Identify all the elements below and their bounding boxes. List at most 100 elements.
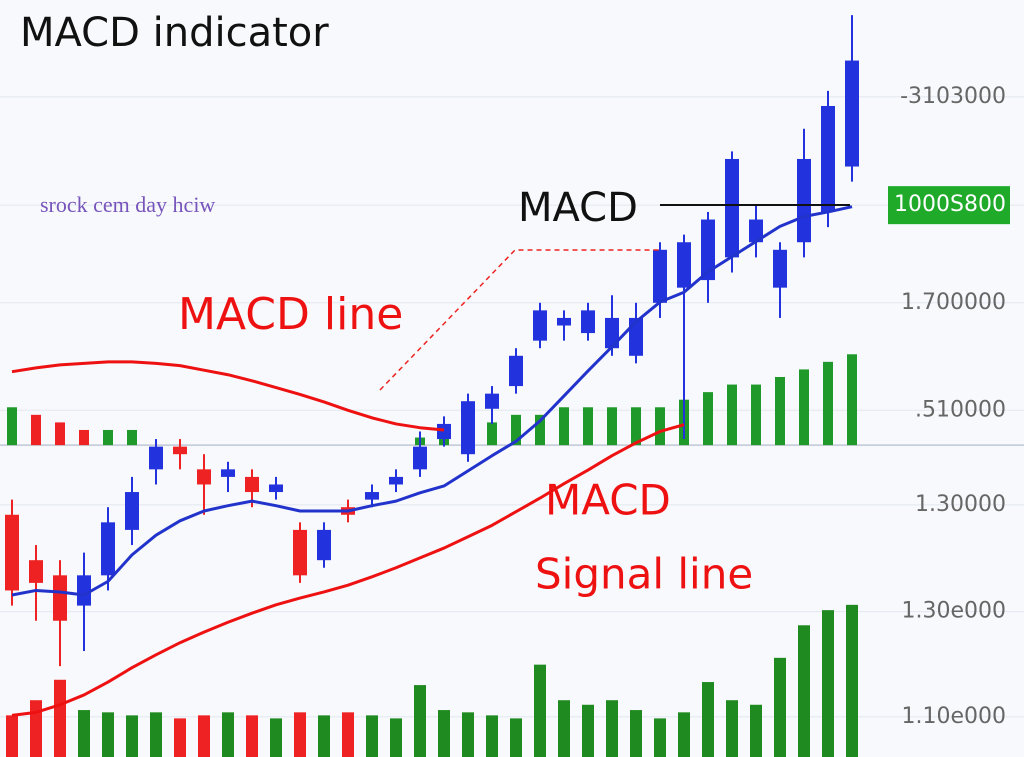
y-tick-label: -3103000 [900,84,1006,109]
volume-bar [294,712,306,757]
candle-body [29,560,43,583]
candle-body [221,469,235,477]
volume-bar [750,704,762,757]
subtitle: srock cem day hciw [40,192,215,217]
histogram-bar [79,429,89,446]
tick-highlight [888,186,1010,225]
volume-bar [846,604,858,757]
volume-bar [78,710,90,757]
histogram-bar [847,354,857,446]
histogram-bar [559,407,569,446]
callout-line [379,249,660,391]
histogram-bar [103,429,113,446]
candle-body [557,317,571,326]
y-tick-label: 1.30000 [915,492,1006,517]
line [11,423,685,717]
line [11,360,445,432]
volume-bar [102,712,114,757]
marks [0,15,1024,757]
volume-bar [246,715,258,757]
volume-bar [390,718,402,757]
histogram-bar [631,407,641,446]
volume-bar [366,715,378,757]
volume-bar [486,715,498,757]
histogram-bar [727,384,737,446]
candle-body [5,514,19,591]
histogram-bar [607,407,617,446]
histogram-bar [535,414,545,446]
candle-body [437,423,451,440]
volume-bar [726,700,738,757]
volume-bar [30,700,42,757]
volume-bar [702,682,714,757]
candle-body [413,446,427,470]
histogram-bar [583,407,593,446]
candle-body [581,310,595,334]
volume-bar [534,664,546,757]
candle-body [533,310,547,341]
volume-bar [606,700,618,757]
volume-bar [654,718,666,757]
histogram-bar [55,422,65,446]
candle-body [725,158,739,258]
candle-body [365,492,379,500]
volume-bar [630,710,642,757]
y-tick-label: 1.30e000 [901,599,1006,624]
volume-bar [6,715,18,757]
volume-bar [414,685,426,757]
volume-bar [198,715,210,757]
histogram-bar [823,361,833,446]
histogram-bar [31,414,41,446]
histogram-bar [703,392,713,446]
candle-body [125,492,139,530]
annotation: Signal line [535,550,753,599]
y-tick-label: .510000 [915,397,1006,422]
volume-bar [678,712,690,757]
volume-bar [582,704,594,757]
annotation: MACD line [178,289,403,340]
candle-body [149,446,163,470]
y-tick-label: 1.10e000 [901,704,1006,729]
volume-bar [774,657,786,757]
candle-body [701,219,715,281]
volume-bar [126,715,138,757]
volume-bar [270,718,282,757]
candle-body [317,529,331,561]
candle-body [821,105,835,212]
histogram-bar [127,429,137,446]
candle-body [605,317,619,349]
candle-body [653,249,667,303]
volume-bar [342,712,354,757]
candle-body [77,575,91,606]
chart-title: MACD indicator [20,10,329,56]
candle-body [197,469,211,485]
histogram-bar [799,369,809,446]
y-tick-label: 1000S800 [894,192,1006,217]
volume-bar [798,625,810,757]
volume-bar [174,718,186,757]
y-axis: -3103000 1000S800 1.700000 .510000 1.30000 1.… [888,84,1010,729]
candle-body [509,355,523,387]
annotation: MACD [518,185,638,231]
candle-body [293,529,307,576]
candle-body [389,476,403,485]
candle-body [773,249,787,288]
annotation: MACD [545,476,671,525]
line [11,205,853,597]
volume-bar [54,679,66,757]
histogram-bar [751,384,761,446]
histogram-bar [655,407,665,446]
candle-body [53,575,67,621]
candle-body [749,219,763,243]
histogram-bar [7,407,17,446]
candle-body [173,446,187,455]
volume-bar [510,718,522,757]
histogram-bar [487,422,497,446]
candle-body [845,60,859,167]
volume-bar [558,700,570,757]
volume-bar [318,715,330,757]
histogram-bar [775,376,785,446]
candle-body [101,522,115,576]
candle-body [269,484,283,493]
